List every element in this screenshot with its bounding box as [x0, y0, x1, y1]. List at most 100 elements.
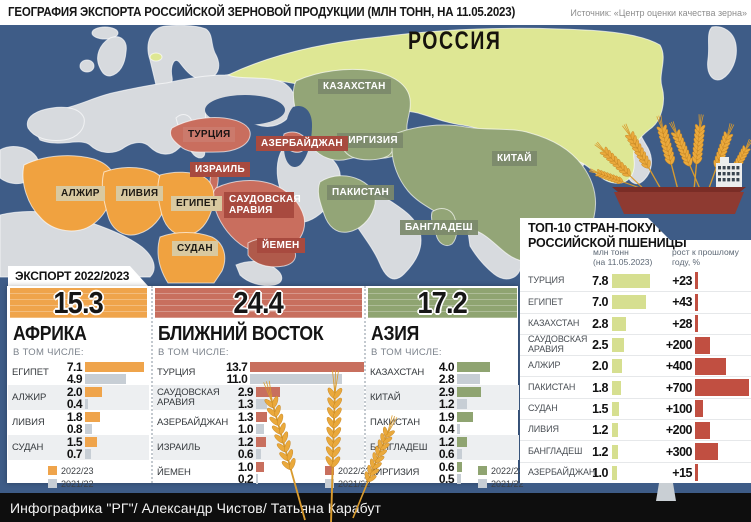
region-note: В ТОМ ЧИСЛЕ:: [13, 347, 84, 358]
top10-tons-header: млн тонн (на 11.05.2023): [593, 247, 653, 268]
export-previous-value: 1.2: [438, 396, 455, 411]
export-previous-value: 0.5: [438, 471, 455, 486]
export-row-country: САУДОВСКАЯ АРАВИЯ: [157, 386, 220, 408]
region-title: БЛИЖНИЙ ВОСТОК: [158, 323, 324, 345]
top10-tons-value: 2.5: [592, 338, 608, 353]
region-legend: 2022/23 2021/22: [48, 464, 94, 490]
export-row-country: БАНГЛАДЕШ: [370, 441, 428, 453]
top10-tons-bar: [612, 423, 618, 438]
export-current-value: 2.9: [237, 384, 254, 399]
export-row-country: ЛИВИЯ: [12, 416, 45, 428]
legend-current: 2022/23: [478, 464, 524, 477]
region-column-asia: 17.2 АЗИЯ В ТОМ ЧИСЛЕ: КАЗАХСТАН 4.0 2.8…: [364, 286, 524, 489]
top10-growth-value: +28: [672, 316, 692, 331]
export-panel-body: 15.3 АФРИКА В ТОМ ЧИСЛЕ: ЕГИПЕТ 7.1 4.9 …: [7, 285, 524, 489]
export-row: СУДАН 1.5 0.7: [8, 435, 149, 461]
region-total-value: 15.3: [53, 285, 104, 320]
top10-tons-bar: [612, 401, 620, 416]
top10-row: КАЗАХСТАН 2.8 +28: [520, 312, 751, 334]
export-previous-value: 1.0: [237, 421, 254, 436]
export-current-value: 0.6: [438, 459, 455, 474]
export-previous-bar: [85, 373, 126, 384]
export-current-value: 7.1: [66, 359, 83, 374]
export-previous-value: 4.9: [66, 371, 83, 386]
export-panel: ЭКСПОРТ 2022/2023 15.3 АФРИКА В ТОМ ЧИСЛ…: [7, 266, 524, 489]
top10-row: ЛИВИЯ 1.2 +200: [520, 419, 751, 440]
top10-tons-bar: [612, 273, 651, 288]
top10-row: СУДАН 1.5 +100: [520, 397, 751, 419]
export-current-bar: [457, 461, 462, 472]
top10-tons-value: 7.8: [592, 273, 608, 288]
top10-title-line2: РОССИЙСКОЙ ПШЕНИЦЫ: [528, 236, 687, 250]
export-current-value: 1.2: [438, 434, 455, 449]
export-row: ИЗРАИЛЬ 1.2 0.6: [153, 435, 364, 461]
export-row-country: СУДАН: [12, 441, 44, 453]
top10-tons-value: 2.0: [592, 359, 608, 374]
export-row-country: ПАКИСТАН: [370, 416, 420, 428]
top10-row: ПАКИСТАН 1.8 +700: [520, 376, 751, 397]
top10-tons-value: 1.0: [592, 465, 608, 480]
top10-growth-bar: [695, 272, 698, 290]
credit-footer: Инфографика "РГ"/ Александр Чистов/ Тать…: [0, 493, 751, 522]
export-row: КАЗАХСТАН 4.0 2.8: [366, 360, 519, 386]
export-current-bar: [85, 361, 144, 372]
legend-swatch: [325, 466, 334, 475]
top10-growth-value: +700: [665, 380, 693, 395]
page-title: ГЕОГРАФИЯ ЭКСПОРТА РОССИЙСКОЙ ЗЕРНОВОЙ П…: [8, 5, 516, 19]
top10-country: КАЗАХСТАН: [528, 317, 580, 328]
top10-country: ЛИВИЯ: [528, 424, 559, 435]
export-row: АЛЖИР 2.0 0.4: [8, 385, 149, 411]
legend-swatch: [478, 466, 487, 475]
top10-growth-value: +400: [665, 359, 693, 374]
export-row-country: ЕГИПЕТ: [12, 366, 49, 378]
export-previous-value: 11.0: [226, 371, 248, 386]
export-previous-bar: [85, 423, 92, 434]
export-row: САУДОВСКАЯ АРАВИЯ 2.9 1.3: [153, 384, 364, 411]
top10-growth-bar: [695, 464, 698, 482]
region-title: АЗИЯ: [371, 323, 419, 345]
top10-tons-bar: [612, 338, 625, 353]
legend-swatch: [325, 479, 334, 488]
export-current-value: 1.0: [237, 459, 254, 474]
legend-swatch: [48, 479, 57, 488]
export-current-bar: [85, 386, 102, 397]
top10-tons-value: 1.2: [592, 444, 608, 459]
export-current-value: 1.3: [237, 409, 254, 424]
export-row: ТУРЦИЯ 13.7 11.0: [153, 360, 364, 386]
credit-text: Инфографика "РГ"/ Александр Чистов/ Тать…: [10, 499, 382, 516]
export-row: ЛИВИЯ 1.8 0.8: [8, 410, 149, 436]
region-column-middle-east: 24.4 БЛИЖНИЙ ВОСТОК В ТОМ ЧИСЛЕ: ТУРЦИЯ …: [151, 285, 371, 489]
top10-tons-bar: [612, 316, 626, 331]
export-previous-value: 0.4: [66, 396, 83, 411]
region-total-banner: 17.2: [368, 287, 517, 318]
banner-stripes: [155, 288, 362, 318]
export-row: КИТАЙ 2.9 1.2: [366, 384, 519, 411]
region-note: В ТОМ ЧИСЛЕ:: [158, 347, 229, 358]
export-previous-bar: [457, 423, 461, 434]
export-current-bar: [256, 411, 267, 422]
export-previous-value: 2.8: [438, 371, 455, 386]
export-previous-bar: [256, 398, 267, 409]
region-legend: 2022/23 2021/22: [478, 464, 524, 490]
top10-growth-bar: [695, 315, 698, 333]
top10-country: ПАКИСТАН: [528, 381, 576, 392]
top10-country: САУДОВСКАЯ АРАВИЯ: [528, 334, 588, 355]
export-current-value: 2.9: [438, 384, 455, 399]
top10-country: БАНГЛАДЕШ: [528, 445, 583, 456]
top10-tons-value: 1.8: [592, 380, 608, 395]
export-row-country: АЗЕРБАЙДЖАН: [157, 416, 229, 428]
top10-growth-bar: [695, 293, 699, 311]
region-total-value: 24.4: [233, 285, 284, 320]
export-previous-bar: [457, 373, 481, 384]
export-row-country: ИЗРАИЛЬ: [157, 441, 201, 453]
legend-swatch: [478, 479, 487, 488]
banner-stripes: [368, 288, 517, 318]
export-previous-bar: [457, 473, 462, 484]
top10-growth-bar: [695, 443, 719, 461]
top10-country: ЕГИПЕТ: [528, 296, 563, 307]
top10-rows: ТУРЦИЯ 7.8 +23 ЕГИПЕТ 7.0 +43 КАЗАХСТАН …: [520, 270, 751, 483]
top10-tons-bar: [612, 359, 622, 374]
legend-previous: 2021/22: [48, 477, 94, 490]
export-row-country: АЛЖИР: [12, 391, 47, 403]
